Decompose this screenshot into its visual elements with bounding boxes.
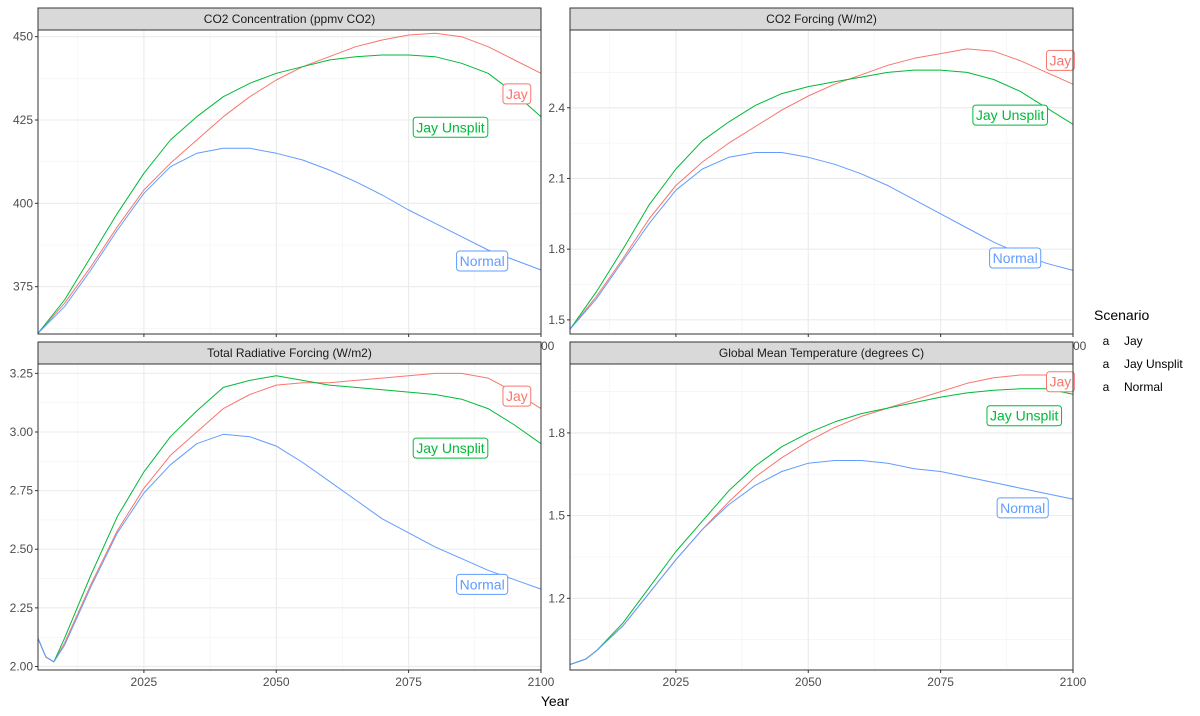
x-tick-label: 2075: [395, 675, 422, 689]
legend-key: a: [1103, 380, 1110, 394]
series-line-jay: [37, 372, 542, 663]
plot-background: [570, 30, 1073, 334]
panel-co2-concentration-ppmv-co2: CO2 Concentration (ppmv CO2) Jay Jay Unspl…: [13, 7, 555, 353]
series-line-jay: [37, 32, 542, 334]
y-tick-label: 2.75: [10, 484, 34, 498]
data-label-jay: Jay: [502, 385, 532, 407]
data-label-text: Jay Unsplit: [976, 107, 1045, 123]
y-tick-label: 3.25: [10, 366, 34, 380]
series-line-jay-unsplit: [569, 69, 1074, 330]
y-tick-label: 2.25: [10, 601, 34, 615]
data-label-jay-unsplit: Jay Unsplit: [412, 437, 489, 459]
panel-total-radiative-forcing-w-m2: Total Radiative Forcing (W/m2) Jay Jay Uns…: [10, 341, 555, 689]
x-axis-title: Year: [541, 693, 570, 709]
data-label-text: Normal: [460, 576, 505, 592]
data-label-text: Jay: [1050, 52, 1072, 68]
x-tick-label: 2075: [927, 675, 954, 689]
series-line-normal: [569, 152, 1074, 330]
data-label-jay-unsplit: Jay Unsplit: [412, 116, 489, 138]
data-label-jay: Jay: [1046, 49, 1075, 71]
data-label-jay: Jay: [502, 83, 532, 105]
x-tick-label: 2050: [263, 675, 290, 689]
panel-co2-forcing-w-m2: CO2 Forcing (W/m2) Jay Jay Unsplit Normal 1.…: [548, 7, 1087, 353]
facet-strip-title: Global Mean Temperature (degrees C): [719, 346, 924, 360]
panel-border: [569, 363, 1074, 671]
y-tick-label: 1.2: [548, 591, 565, 605]
legend-label: Normal: [1124, 380, 1163, 394]
data-label-text: Jay: [1050, 374, 1072, 390]
series-line-normal: [569, 460, 1074, 665]
data-label-text: Normal: [1000, 500, 1045, 516]
y-tick-label: 2.4: [548, 101, 565, 115]
legend-item-normal: a Normal: [1103, 380, 1163, 394]
legend-key: a: [1103, 334, 1110, 348]
data-label-text: Jay Unsplit: [416, 440, 485, 456]
x-tick-label: 2100: [1060, 675, 1087, 689]
data-label-normal: Normal: [996, 497, 1049, 519]
data-label-text: Jay: [506, 388, 528, 404]
data-label-text: Jay Unsplit: [990, 408, 1059, 424]
data-label-normal: Normal: [989, 247, 1042, 269]
x-tick-label: 2025: [131, 675, 158, 689]
data-label-text: Normal: [460, 253, 505, 269]
legend-key: a: [1103, 357, 1110, 371]
y-tick-label: 2.50: [10, 542, 34, 556]
facet-strip-title: CO2 Concentration (ppmv CO2): [204, 12, 375, 26]
data-label-jay-unsplit: Jay Unsplit: [972, 104, 1048, 126]
data-label-normal: Normal: [456, 250, 509, 272]
data-label-jay-unsplit: Jay Unsplit: [986, 405, 1063, 427]
series-line-normal: [37, 433, 542, 663]
plot-background: [38, 364, 541, 670]
y-tick-label: 400: [13, 196, 33, 210]
series-line-normal: [37, 147, 542, 334]
facet-strip-title: CO2 Forcing (W/m2): [766, 12, 877, 26]
legend-title: Scenario: [1094, 307, 1149, 323]
data-label-text: Jay: [506, 86, 528, 102]
y-tick-label: 1.8: [548, 426, 565, 440]
x-tick-label: 2025: [663, 675, 690, 689]
legend-label: Jay Unsplit: [1124, 357, 1183, 371]
y-tick-label: 375: [13, 280, 33, 294]
series-line-jay-unsplit: [569, 388, 1074, 665]
legend-item-jay-unsplit: a Jay Unsplit: [1103, 357, 1184, 371]
x-tick-label: 2100: [528, 675, 555, 689]
y-tick-label: 3.00: [10, 425, 34, 439]
x-tick-label: 2050: [795, 675, 822, 689]
legend-item-jay: a Jay: [1103, 334, 1143, 348]
legend-label: Jay: [1124, 334, 1143, 348]
facet-strip-title: Total Radiative Forcing (W/m2): [207, 346, 372, 360]
y-tick-label: 2.00: [10, 659, 34, 673]
data-label-normal: Normal: [456, 573, 509, 595]
panel-border: [37, 29, 542, 335]
y-tick-label: 1.5: [548, 313, 565, 327]
y-tick-label: 1.8: [548, 242, 565, 256]
panel-border: [37, 363, 542, 671]
series-line-jay-unsplit: [37, 375, 542, 663]
series-line-jay-unsplit: [37, 54, 542, 334]
panel-border: [569, 29, 1074, 335]
data-label-jay: Jay: [1046, 371, 1075, 393]
data-label-text: Normal: [993, 250, 1038, 266]
y-tick-label: 450: [13, 30, 33, 44]
data-label-text: Jay Unsplit: [416, 119, 485, 135]
plot-background: [38, 30, 541, 334]
y-tick-label: 1.5: [548, 509, 565, 523]
panel-global-mean-temperature-degrees-c: Global Mean Temperature (degrees C) Jay Ja…: [548, 341, 1087, 689]
series-line-jay: [569, 48, 1074, 330]
y-tick-label: 2.1: [548, 171, 565, 185]
y-tick-label: 425: [13, 113, 33, 127]
